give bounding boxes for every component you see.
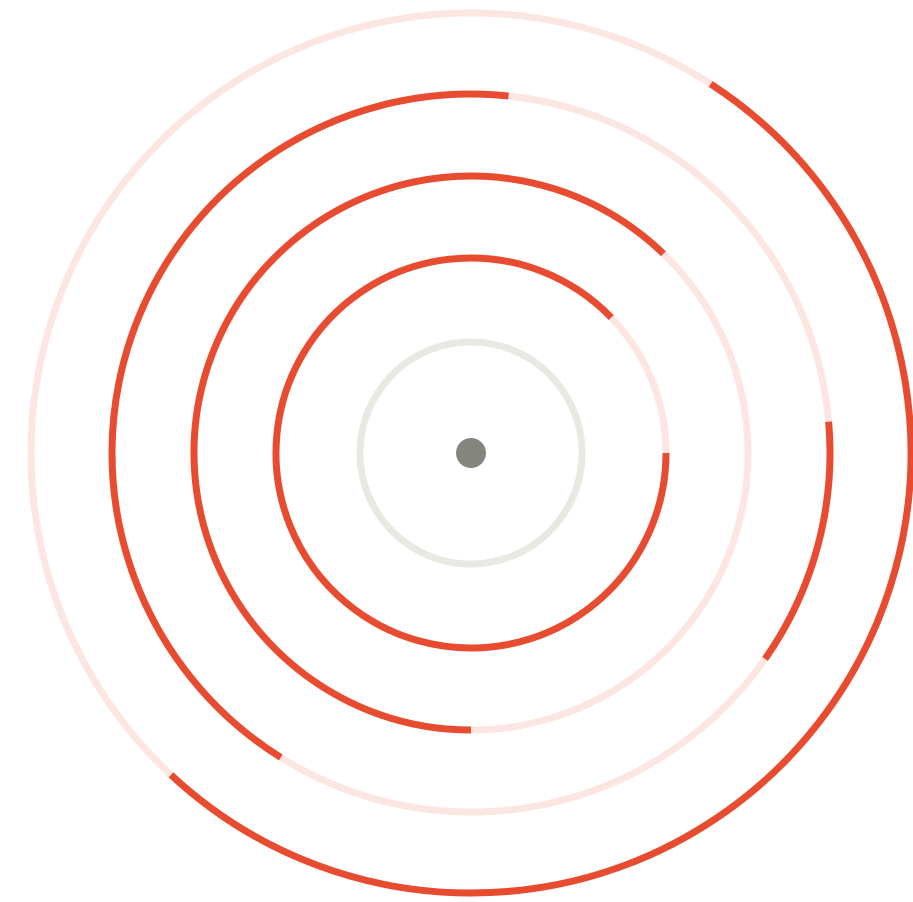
maze-rings [27, 9, 913, 897]
center-ring [356, 338, 586, 568]
ring-2-gap-1 [470, 251, 752, 734]
ring-2-wall-1 [190, 172, 666, 734]
center-dot [456, 438, 486, 468]
ring-3-wall-1 [762, 421, 834, 661]
ring-3-gap-1 [278, 656, 768, 816]
ring-1-wall-1 [272, 254, 670, 652]
ring-4-gap-1 [27, 9, 713, 778]
ring-4-wall-1 [168, 81, 913, 897]
ring-3-gap-2 [508, 92, 833, 423]
ring-3-wall-2 [108, 90, 509, 761]
ring-1-gap-1 [608, 315, 670, 454]
